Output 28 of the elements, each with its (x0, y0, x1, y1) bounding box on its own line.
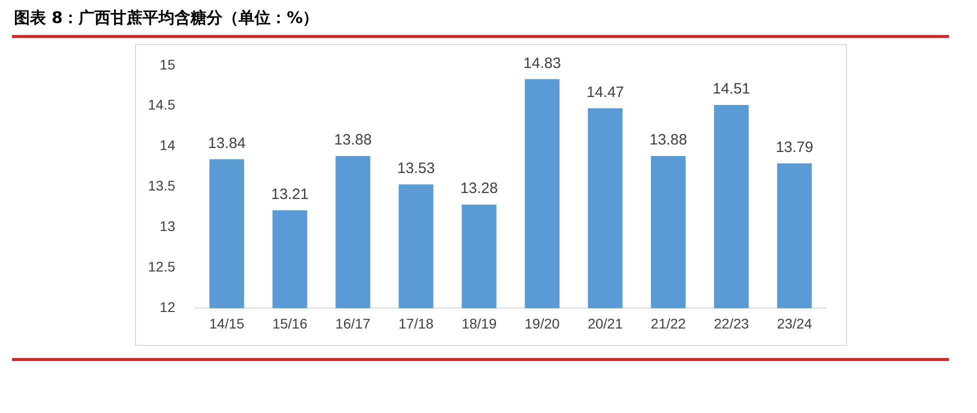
data-label: 13.53 (397, 160, 435, 178)
y-tick-label: 14.5 (148, 96, 176, 113)
data-label: 13.21 (271, 186, 309, 203)
data-label: 14.51 (712, 80, 750, 98)
x-tick-label: 14/15 (209, 315, 245, 332)
data-label: 13.84 (208, 134, 246, 152)
x-tick-label: 17/18 (398, 315, 434, 332)
y-tick-label: 13.5 (148, 178, 176, 194)
x-tick-label: 20/21 (588, 315, 623, 332)
data-label: 13.88 (334, 132, 372, 149)
x-tick-label: 18/19 (462, 315, 497, 332)
y-tick-label: 12 (160, 299, 176, 316)
y-tick-label: 12.5 (148, 258, 176, 275)
chart-title: 图表 8：广西甘蔗平均含糖分（单位：%） (13, 8, 320, 29)
data-label: 14.83 (523, 54, 561, 72)
data-label: 13.28 (460, 180, 498, 198)
y-tick-label: 14 (160, 137, 176, 154)
y-tick-label: 15 (160, 56, 176, 72)
data-label: 13.88 (650, 132, 688, 149)
data-label: 14.47 (586, 84, 624, 101)
data-label: 13.79 (776, 138, 814, 156)
x-tick-label: 15/16 (272, 315, 308, 332)
y-tick-label: 13 (160, 218, 176, 234)
x-tick-label: 19/20 (524, 315, 560, 332)
x-tick-label: 21/22 (650, 315, 686, 332)
x-tick-label: 16/17 (335, 315, 371, 332)
x-tick-label: 23/24 (776, 315, 812, 332)
x-tick-label: 22/23 (714, 315, 750, 332)
